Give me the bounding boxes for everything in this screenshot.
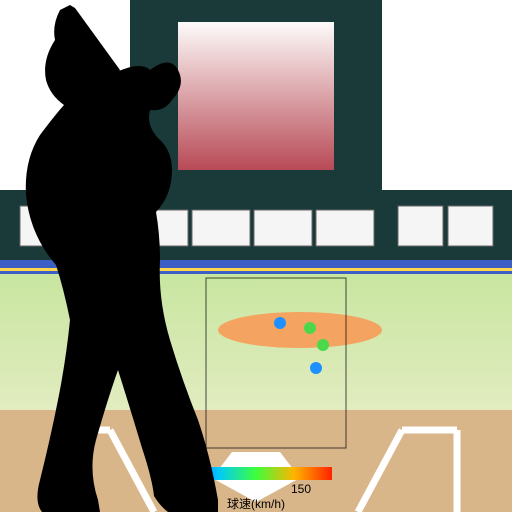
infield-dirt [218, 312, 382, 348]
bleacher-box [316, 210, 374, 246]
bleacher-box [448, 206, 493, 246]
bleacher-box [192, 210, 250, 246]
pitch-marker [274, 317, 286, 329]
legend-tick: 150 [291, 482, 311, 496]
pitch-marker [304, 322, 316, 334]
pitch-marker [317, 339, 329, 351]
bleacher-box [254, 210, 312, 246]
bleacher-box [398, 206, 443, 246]
scoreboard-screen [178, 22, 334, 170]
legend-label: 球速(km/h) [227, 497, 285, 511]
pitch-chart: 100150球速(km/h) [0, 0, 512, 512]
pitch-marker [310, 362, 322, 374]
